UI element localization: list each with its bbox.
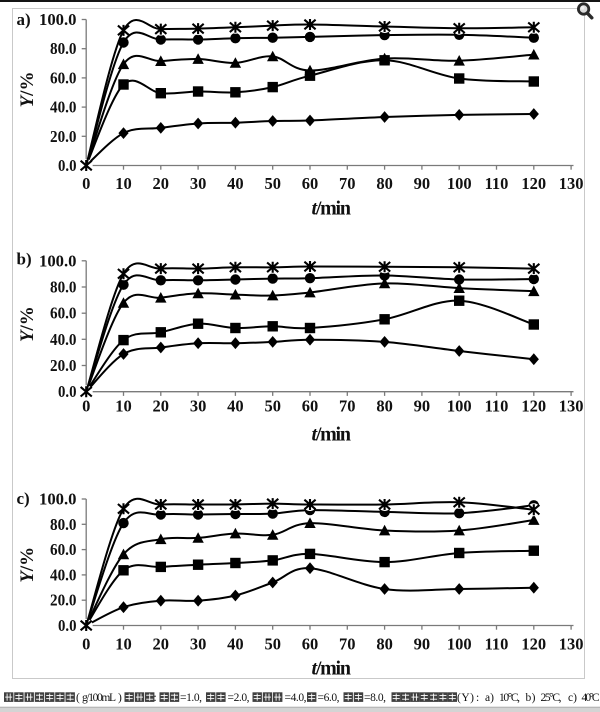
svg-text:25°C,: 25°C, — [541, 692, 562, 704]
svg-text:110: 110 — [485, 174, 509, 193]
svg-text:80.0: 80.0 — [50, 39, 77, 58]
svg-text:=4.0,: =4.0, — [285, 692, 307, 704]
svg-text:20.0: 20.0 — [50, 591, 77, 610]
svg-text:0.0: 0.0 — [58, 382, 77, 401]
svg-text:120: 120 — [521, 634, 546, 653]
svg-text:30: 30 — [190, 634, 207, 653]
svg-text:10: 10 — [115, 174, 132, 193]
svg-text:50: 50 — [264, 174, 281, 193]
svg-text:130: 130 — [559, 634, 584, 653]
svg-text:b): b) — [17, 250, 32, 269]
svg-text:10: 10 — [115, 634, 132, 653]
svg-text:100: 100 — [447, 174, 472, 193]
svg-text:70: 70 — [339, 174, 356, 193]
svg-text::: : — [154, 692, 157, 704]
svg-text:100.0: 100.0 — [39, 251, 77, 270]
svg-text:100.0: 100.0 — [39, 490, 77, 509]
svg-text:20: 20 — [153, 634, 170, 653]
svg-text:40: 40 — [227, 174, 244, 193]
svg-text:70: 70 — [339, 396, 356, 415]
svg-text:=8.0,: =8.0, — [364, 692, 386, 704]
svg-text:80.0: 80.0 — [50, 515, 77, 534]
svg-text:40: 40 — [227, 396, 244, 415]
svg-text:80: 80 — [376, 634, 393, 653]
svg-text:50: 50 — [264, 396, 281, 415]
svg-text:120: 120 — [521, 396, 546, 415]
svg-text:t/min: t/min — [312, 657, 352, 679]
svg-text:60.0: 60.0 — [50, 540, 77, 559]
svg-text:Y/%: Y/% — [17, 306, 38, 342]
svg-text:c): c) — [568, 692, 577, 704]
svg-text:20: 20 — [153, 174, 170, 193]
svg-text:c): c) — [17, 489, 30, 508]
svg-text:60: 60 — [302, 634, 319, 653]
svg-text:): ) — [118, 692, 122, 704]
svg-text:=2.0,: =2.0, — [228, 692, 250, 704]
svg-text:=6.0,: =6.0, — [318, 692, 340, 704]
svg-text:50: 50 — [264, 634, 281, 653]
svg-text:a): a) — [17, 10, 31, 29]
svg-text:110: 110 — [485, 634, 509, 653]
svg-text:10: 10 — [115, 396, 132, 415]
svg-text::: : — [476, 692, 479, 704]
svg-text:100.0: 100.0 — [39, 10, 77, 29]
svg-text:30: 30 — [190, 174, 207, 193]
svg-text:Y/%: Y/% — [17, 72, 38, 108]
svg-text:40°C: 40°C — [582, 692, 600, 704]
svg-text:20.0: 20.0 — [50, 127, 77, 146]
svg-text:t/min: t/min — [312, 423, 352, 445]
svg-text:40.0: 40.0 — [50, 98, 77, 117]
svg-text:t/min: t/min — [312, 197, 352, 219]
svg-text:80.0: 80.0 — [50, 278, 77, 297]
svg-text:100: 100 — [447, 634, 472, 653]
svg-text:0: 0 — [82, 634, 90, 653]
svg-text:90: 90 — [414, 174, 431, 193]
svg-text:100: 100 — [447, 396, 472, 415]
svg-text:120: 120 — [521, 174, 546, 193]
svg-text:110: 110 — [485, 396, 509, 415]
svg-text:b): b) — [526, 692, 536, 704]
svg-text:60: 60 — [302, 174, 319, 193]
svg-text:40: 40 — [227, 634, 244, 653]
svg-text:90: 90 — [414, 634, 431, 653]
svg-text:0: 0 — [82, 174, 90, 193]
svg-text:90: 90 — [414, 396, 431, 415]
svg-text:80: 80 — [376, 174, 393, 193]
svg-text:a): a) — [485, 692, 494, 704]
svg-text:0.0: 0.0 — [58, 616, 77, 635]
svg-text:40.0: 40.0 — [50, 330, 77, 349]
svg-text:80: 80 — [376, 396, 393, 415]
svg-text:60: 60 — [302, 396, 319, 415]
svg-text:40.0: 40.0 — [50, 565, 77, 584]
svg-text:70: 70 — [339, 634, 356, 653]
svg-text:60.0: 60.0 — [50, 304, 77, 323]
svg-text:0.0: 0.0 — [58, 156, 77, 175]
svg-text:30: 30 — [190, 396, 207, 415]
svg-text:Y/%: Y/% — [17, 547, 38, 583]
svg-text:130: 130 — [559, 174, 584, 193]
svg-text:10°C,: 10°C, — [499, 692, 520, 704]
svg-text:(Y): (Y) — [457, 692, 474, 704]
svg-text:20: 20 — [153, 396, 170, 415]
svg-text:g/100mL: g/100mL — [82, 692, 116, 704]
svg-text:20.0: 20.0 — [50, 356, 77, 375]
svg-text:0: 0 — [82, 396, 90, 415]
svg-text:60.0: 60.0 — [50, 68, 77, 87]
svg-text:=1.0,: =1.0, — [180, 692, 202, 704]
svg-text:130: 130 — [559, 396, 584, 415]
svg-text:(: ( — [76, 692, 80, 704]
